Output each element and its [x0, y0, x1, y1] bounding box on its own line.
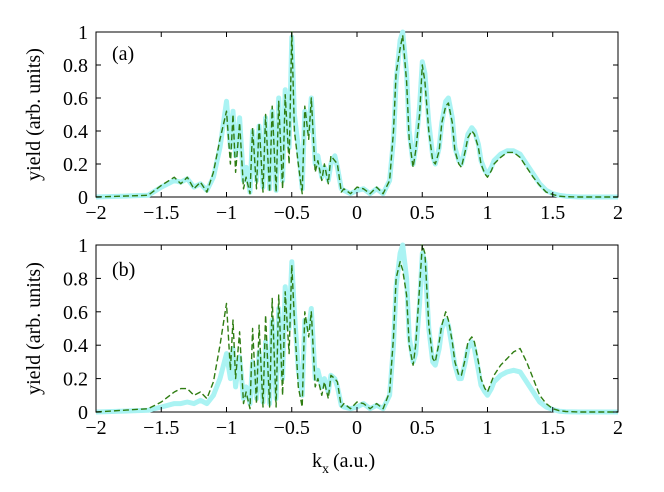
y-tick-label-1-4: 0.8 [63, 268, 88, 290]
x-tick-label-1-8: 2 [613, 417, 623, 439]
y-tick-label-0-4: 0.8 [63, 55, 88, 77]
x-tick-label-0-0: −2 [85, 202, 106, 224]
panel-label-0: (a) [112, 43, 134, 65]
y-tick-label-1-3: 0.6 [63, 302, 88, 324]
x-tick-label-0-4: 0 [352, 202, 362, 224]
y-axis-label-0: yield (arb. units) [23, 48, 45, 181]
dashed-curve-1 [95, 244, 618, 413]
x-tick-label-1-1: −1.5 [143, 417, 179, 439]
x-tick-label-0-3: −0.5 [274, 202, 310, 224]
plot-frame-1 [95, 244, 619, 413]
x-tick-label-0-8: 2 [613, 202, 623, 224]
panel-b: −2 −1.5 −1 −0.5 0 0.5 1 1.5 2 0 0.2 0.4 0.6 0.8 1 (b) yi… [23, 235, 623, 439]
y-tick-label-0-5: 1 [78, 22, 88, 44]
x-tick-label-1-3: −0.5 [274, 417, 310, 439]
y-tick-label-0-0: 0 [78, 187, 88, 209]
y-tick-label-1-5: 1 [78, 235, 88, 257]
plot-frame-0 [95, 31, 619, 198]
x-tick-label-1-4: 0 [352, 417, 362, 439]
thick-curve-0 [95, 29, 618, 200]
x-axis-label-units: (a.u.) [333, 450, 375, 472]
y-tick-label-1-0: 0 [78, 402, 88, 424]
x-tick-label-0-6: 1 [483, 202, 493, 224]
y-tick-label-1-2: 0.4 [63, 335, 88, 357]
dashed-curve-0 [95, 31, 618, 198]
x-tick-label-0-7: 1.5 [540, 202, 565, 224]
y-tick-label-0-3: 0.6 [63, 88, 88, 110]
x-tick-label-0-1: −1.5 [143, 202, 179, 224]
x-axis-label-k: k [312, 450, 322, 472]
y-tick-label-0-1: 0.2 [63, 154, 88, 176]
y-axis-label-1: yield (arb. units) [23, 262, 45, 395]
x-tick-label-1-5: 0.5 [410, 417, 435, 439]
x-axis-label: kx (a.u.) [312, 450, 375, 477]
y-tick-label-0-2: 0.4 [63, 121, 88, 143]
thick-curve-1 [95, 242, 618, 415]
x-tick-label-1-6: 1 [483, 417, 493, 439]
x-tick-label-0-2: −1 [216, 202, 237, 224]
x-tick-label-1-0: −2 [85, 417, 106, 439]
y-tick-label-1-1: 0.2 [63, 369, 88, 391]
x-tick-label-1-7: 1.5 [540, 417, 565, 439]
panel-a: −2 −1.5 −1 −0.5 0 0.5 1 1.5 2 0 0.2 0.4 0.6 0.8 1 (a) yi… [23, 22, 623, 224]
panel-label-1: (b) [112, 259, 135, 281]
x-axis-label-subscript: x [322, 462, 329, 477]
x-tick-label-0-5: 0.5 [410, 202, 435, 224]
x-tick-label-1-2: −1 [216, 417, 237, 439]
